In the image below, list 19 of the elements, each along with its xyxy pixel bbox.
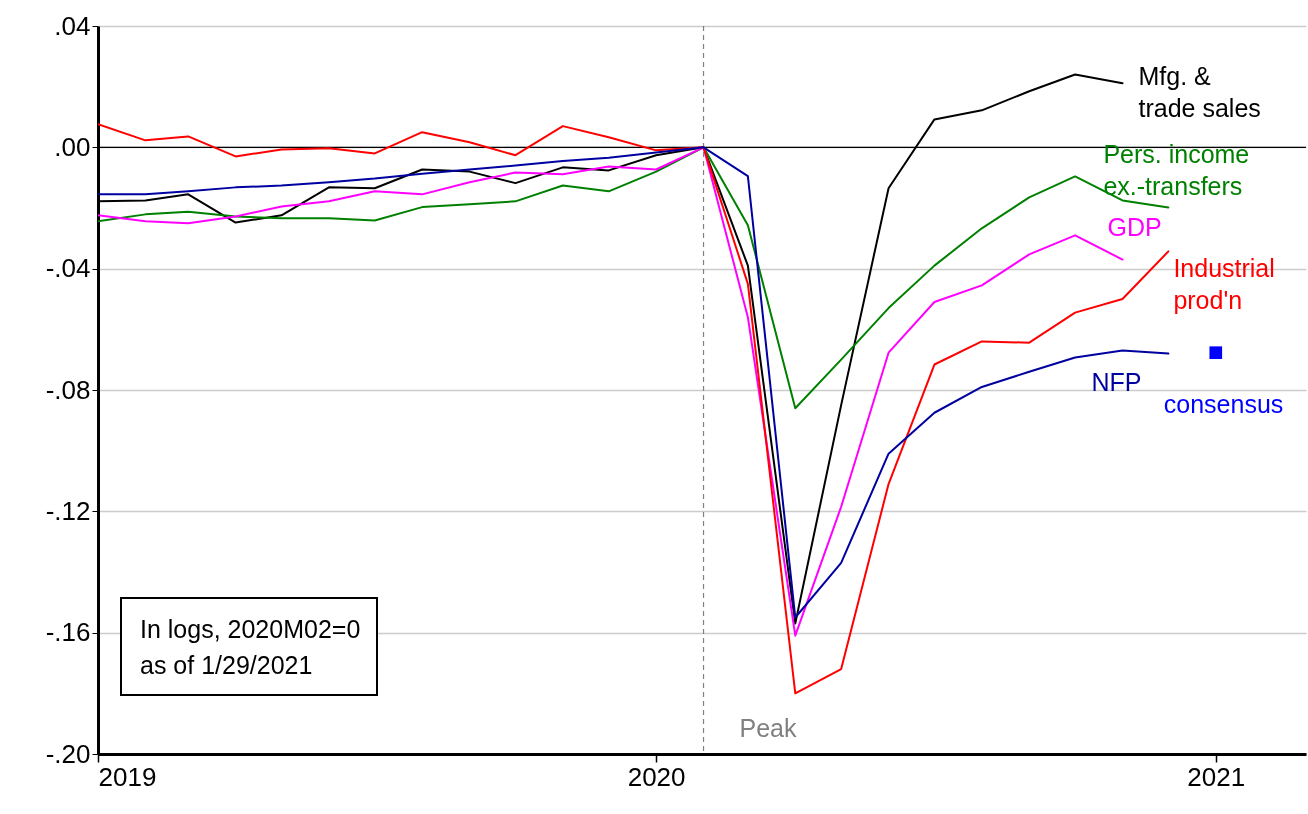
series-label: Pers. income ex.-transfers [1103,140,1250,201]
annotation: as of 1/29/2021 [140,650,314,682]
x-tick-label: 2019 [98,761,157,792]
x-tick-label: 2020 [627,761,686,792]
x-tick-label: 2021 [1187,761,1246,792]
y-tick-label: -.12 [45,495,91,526]
y-tick-label: .00 [54,131,91,162]
y-tick-label: .04 [54,10,91,41]
series-label: Industrial prod'n [1173,254,1275,315]
ref-line-label: Peak [739,714,798,742]
y-tick-label: -.08 [45,374,91,405]
y-tick-label: -.20 [45,738,91,769]
series-label: GDP [1107,212,1162,241]
series-label: NFP [1091,367,1142,396]
series-label: consensus [1163,389,1284,418]
y-tick-label: -.16 [45,617,91,648]
annotation: In logs, 2020M02=0 [140,614,362,645]
y-tick-label: -.04 [45,253,91,284]
series-label: Mfg. & trade sales [1138,62,1261,123]
